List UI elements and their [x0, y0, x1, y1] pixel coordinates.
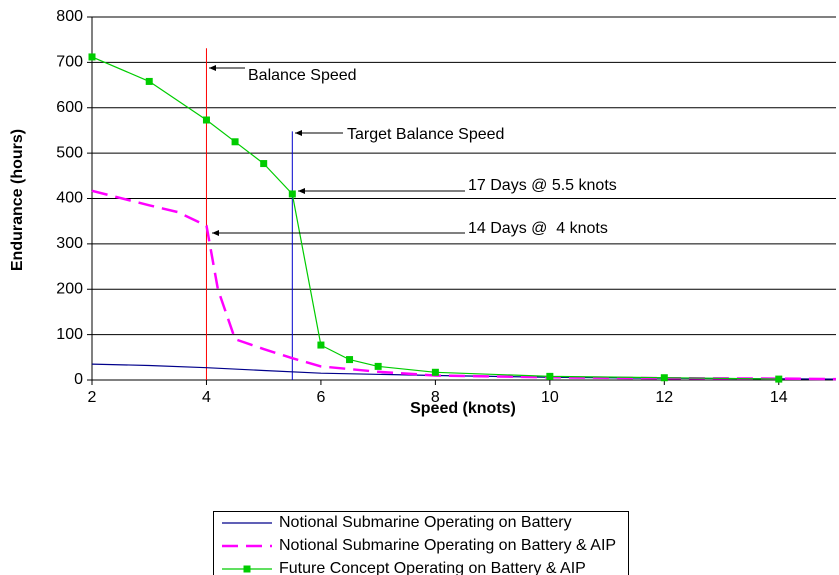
legend-entries: Notional Submarine Operating on Battery N… — [222, 514, 616, 575]
data-point — [88, 53, 96, 61]
y-axis-label: Endurance (hours) — [9, 129, 26, 271]
y-tick-label: 700 — [56, 54, 83, 71]
series-line — [91, 189, 837, 381]
annotation: Balance Speed — [248, 67, 357, 84]
legend-label: Future Concept Operating on Battery & AI… — [279, 560, 586, 575]
legend-label: Notional Submarine Operating on Battery — [279, 514, 572, 531]
y-tick-label: 500 — [56, 144, 83, 161]
data-point — [775, 375, 783, 383]
x-tick-label: 8 — [431, 389, 440, 406]
plot-area: 0 100 200 300 400 500 600 700 800 2 4 6 8 10 12 14 — [56, 8, 837, 406]
legend-label: Notional Submarine Operating on Battery … — [279, 537, 616, 554]
data-point — [660, 374, 668, 382]
y-tick-label: 100 — [56, 326, 83, 343]
data-point — [288, 190, 296, 198]
data-point — [374, 362, 382, 370]
data-point — [546, 372, 554, 380]
x-tick-label: 6 — [316, 389, 325, 406]
data-point — [317, 341, 325, 349]
data-point — [431, 368, 439, 376]
series-line — [91, 56, 779, 380]
y-tick-label: 200 — [56, 280, 83, 297]
legend — [213, 511, 629, 575]
legend-marker — [243, 565, 251, 573]
x-tick-label: 2 — [88, 389, 97, 406]
data-point — [145, 77, 153, 85]
y-tick-label: 0 — [74, 371, 83, 388]
data-point — [202, 116, 210, 124]
y-tick-label: 600 — [56, 99, 83, 116]
annotation: 14 Days @ 4 knots — [468, 220, 608, 237]
x-tick-label: 12 — [655, 389, 673, 406]
y-tick-label: 400 — [56, 190, 83, 207]
x-tick-label: 4 — [202, 389, 211, 406]
y-tick-label: 800 — [56, 8, 83, 25]
data-point — [231, 138, 239, 146]
y-tick-label: 300 — [56, 235, 83, 252]
x-tick-label: 10 — [541, 389, 559, 406]
x-tick-label: 14 — [770, 389, 788, 406]
annotation: 17 Days @ 5.5 knots — [468, 177, 617, 194]
data-point — [346, 356, 354, 364]
x-axis-label: Speed (knots) — [410, 400, 516, 417]
data-point — [260, 160, 268, 168]
annotation: Target Balance Speed — [347, 126, 504, 143]
